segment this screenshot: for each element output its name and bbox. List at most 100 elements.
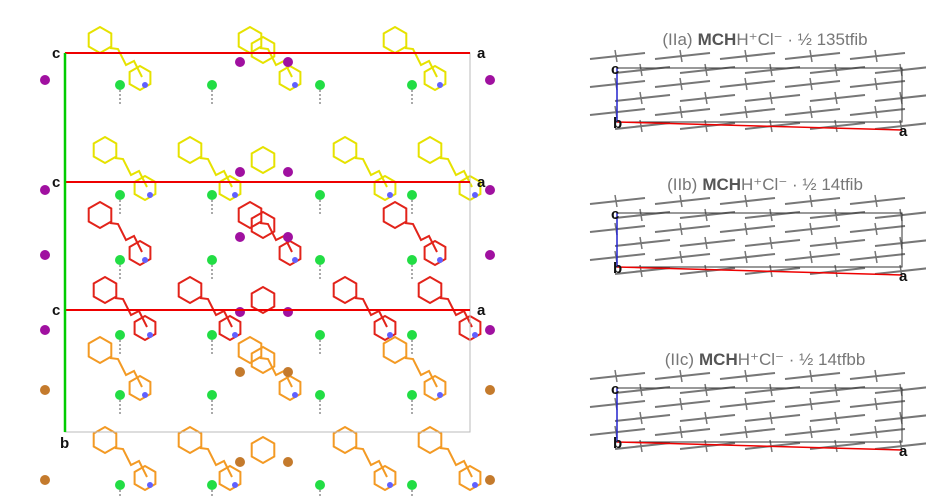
molecule-tick xyxy=(680,78,682,90)
molecule xyxy=(680,95,735,101)
molecule-tick xyxy=(770,209,772,221)
atom xyxy=(485,75,495,85)
ring xyxy=(94,427,117,453)
molecule xyxy=(720,401,775,407)
atom xyxy=(142,82,148,88)
atom xyxy=(485,185,495,195)
ring xyxy=(384,202,407,228)
axis-label: a xyxy=(899,123,908,140)
molecule xyxy=(785,373,840,379)
molecule-tick xyxy=(875,50,877,62)
molecule-tick xyxy=(705,92,707,104)
ring xyxy=(419,427,442,453)
ring xyxy=(384,337,407,363)
molecule xyxy=(785,53,840,59)
axis-label: b xyxy=(613,435,622,452)
atom xyxy=(235,232,245,242)
ring xyxy=(334,427,357,453)
axis-label: c xyxy=(611,381,619,398)
molecule-tick xyxy=(640,237,642,249)
chain xyxy=(355,448,387,477)
atom xyxy=(485,385,495,395)
atom xyxy=(232,482,238,488)
axis-label: b xyxy=(613,260,622,277)
atom xyxy=(283,57,293,67)
molecule-tick xyxy=(705,384,707,396)
axis-label: b xyxy=(613,115,622,132)
molecule-tick xyxy=(705,64,707,76)
molecule xyxy=(655,81,710,87)
atom xyxy=(283,232,293,242)
atom xyxy=(115,480,125,490)
axis-label: b xyxy=(60,435,69,452)
atom xyxy=(292,82,298,88)
molecule-tick xyxy=(745,106,747,118)
molecule xyxy=(655,254,710,260)
atom xyxy=(387,482,393,488)
molecule-tick xyxy=(640,412,642,424)
axis-label: a xyxy=(477,45,486,62)
molecule xyxy=(655,109,710,115)
chain xyxy=(115,298,147,327)
molecule-tick xyxy=(875,370,877,382)
atom xyxy=(207,330,217,340)
molecule-tick xyxy=(770,92,772,104)
molecule-tick xyxy=(680,50,682,62)
title-part: H⁺Cl⁻ · ½ 14tfib xyxy=(741,175,863,194)
atom xyxy=(40,250,50,260)
atom xyxy=(407,80,417,90)
molecule xyxy=(745,415,800,421)
title-part: H⁺Cl⁻ · ½ 135tfib xyxy=(736,30,867,49)
ring xyxy=(89,337,112,363)
molecule xyxy=(850,226,905,232)
panel-title: (IIc)MCHH⁺Cl⁻ · ½ 14tfbb xyxy=(665,350,866,369)
ring xyxy=(419,277,442,303)
molecule-tick xyxy=(680,251,682,263)
molecule xyxy=(850,81,905,87)
molecule-tick xyxy=(810,223,812,235)
molecule-tick xyxy=(680,195,682,207)
atom xyxy=(115,330,125,340)
ring xyxy=(89,27,112,53)
atom xyxy=(207,255,217,265)
molecule-tick xyxy=(875,426,877,438)
molecule xyxy=(850,254,905,260)
chain xyxy=(200,448,232,477)
molecule-tick xyxy=(770,237,772,249)
atom xyxy=(235,307,245,317)
ring xyxy=(94,137,117,163)
molecule-tick xyxy=(810,195,812,207)
atom xyxy=(207,390,217,400)
axis-label: a xyxy=(899,443,908,460)
axis-label: a xyxy=(899,268,908,285)
molecule xyxy=(655,198,710,204)
molecule xyxy=(810,240,865,246)
molecule xyxy=(720,198,775,204)
molecule-tick xyxy=(680,223,682,235)
molecules xyxy=(40,27,495,497)
axis-label: a xyxy=(477,302,486,319)
axis-label: c xyxy=(52,45,60,62)
molecule-tick xyxy=(745,195,747,207)
atom xyxy=(147,332,153,338)
molecule-tick xyxy=(835,92,837,104)
ring xyxy=(252,147,275,173)
molecule-tick xyxy=(770,64,772,76)
molecule-tick xyxy=(875,195,877,207)
atom xyxy=(40,475,50,485)
molecule-tick xyxy=(640,209,642,221)
molecule xyxy=(615,95,670,101)
molecule xyxy=(850,373,905,379)
molecule-tick xyxy=(705,412,707,424)
figure: c c c a a a b (IIa)MCHH⁺Cl⁻ · ½ 135tfibc… xyxy=(0,0,926,497)
molecule xyxy=(655,429,710,435)
chain xyxy=(115,448,147,477)
atom xyxy=(142,257,148,263)
molecule-tick xyxy=(835,384,837,396)
molecule-tick xyxy=(875,223,877,235)
molecule xyxy=(785,429,840,435)
atom xyxy=(407,390,417,400)
title-part: MCH xyxy=(698,30,737,49)
molecule xyxy=(680,240,735,246)
molecule-tick xyxy=(835,209,837,221)
